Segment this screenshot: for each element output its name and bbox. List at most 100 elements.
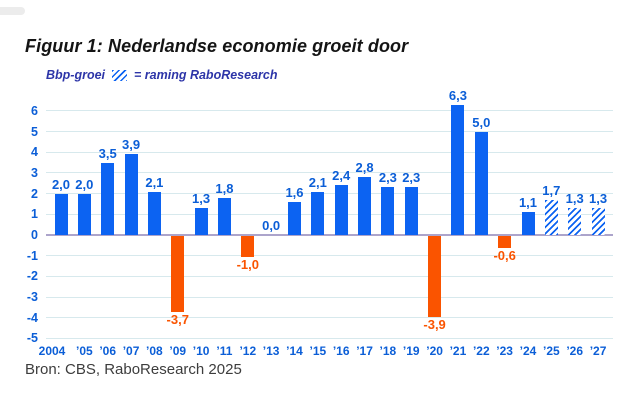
x-axis-label: ’19 bbox=[402, 344, 420, 358]
hatched-square-icon bbox=[112, 69, 128, 81]
bar-12 bbox=[241, 236, 255, 257]
x-axis-label: ’08 bbox=[146, 344, 163, 358]
bar-value-label: 2,1 bbox=[145, 174, 164, 190]
bar-value-label: 3,9 bbox=[122, 137, 141, 153]
y-axis-tick-label: -1 bbox=[26, 248, 38, 263]
bar-value-label: 2,4 bbox=[332, 168, 351, 184]
y-axis-tick-label: -3 bbox=[26, 290, 38, 304]
bar-11 bbox=[217, 197, 231, 235]
x-axis-label: ’10 bbox=[192, 344, 210, 358]
bar-15 bbox=[311, 191, 325, 235]
bar-value-label: 2,1 bbox=[308, 174, 327, 190]
bar-value-label: 2,0 bbox=[51, 176, 71, 192]
zero-axis-line bbox=[46, 234, 613, 236]
y-axis-tick-label: 3 bbox=[31, 165, 38, 180]
bar-value-label: 3,5 bbox=[98, 145, 117, 161]
window-corner-artifact bbox=[0, 7, 25, 15]
y-axis-tick-label: 0 bbox=[31, 228, 38, 242]
bar-05 bbox=[77, 193, 91, 235]
y-axis-tick-label: 5 bbox=[31, 124, 38, 139]
y-axis-tick-label: 4 bbox=[31, 145, 38, 160]
bar-09 bbox=[171, 236, 185, 313]
bar-value-label: 5,0 bbox=[472, 114, 491, 130]
bar-10 bbox=[194, 208, 208, 235]
bar-2004 bbox=[54, 193, 68, 235]
bar-20 bbox=[428, 236, 442, 317]
x-axis-label: ’22 bbox=[472, 344, 490, 358]
x-axis-label: ’20 bbox=[426, 344, 443, 358]
bar-25 bbox=[544, 199, 558, 235]
x-axis-label: ’23 bbox=[496, 344, 513, 358]
x-axis-label: ’18 bbox=[379, 344, 397, 358]
x-axis-label: ’13 bbox=[262, 344, 280, 358]
y-axis-tick-label: 1 bbox=[31, 207, 38, 222]
x-axis-label: ’26 bbox=[566, 344, 584, 358]
x-axis-label: ’05 bbox=[76, 344, 93, 358]
bar-value-label: -3,7 bbox=[166, 312, 189, 328]
bar-19 bbox=[404, 187, 418, 235]
x-axis-label: ’21 bbox=[449, 344, 467, 358]
x-axis-label: ’15 bbox=[309, 344, 327, 358]
bar-18 bbox=[381, 187, 395, 235]
bar-value-label: -1,0 bbox=[236, 256, 259, 272]
x-axis-label: ’27 bbox=[589, 344, 607, 358]
bar-value-label: -3,9 bbox=[423, 316, 446, 332]
source-attribution: Bron: CBS, RaboResearch 2025 bbox=[25, 361, 242, 378]
bar-value-label: 1,1 bbox=[518, 195, 538, 211]
x-axis-label: ’16 bbox=[332, 344, 350, 358]
legend-series-label: Bbp-groei bbox=[46, 68, 106, 82]
bar-value-label: 1,7 bbox=[542, 182, 561, 198]
bar-08 bbox=[147, 191, 161, 235]
bar-07 bbox=[124, 154, 138, 235]
y-axis-tick-label: -5 bbox=[26, 331, 38, 346]
bar-value-label: 0,0 bbox=[262, 218, 281, 233]
gridline bbox=[46, 110, 613, 112]
x-axis-label: ’24 bbox=[519, 344, 537, 358]
x-axis-label: ’06 bbox=[99, 344, 117, 358]
bar-value-label: -0,6 bbox=[493, 248, 516, 264]
x-axis-label: ’12 bbox=[239, 344, 257, 358]
bar-21 bbox=[451, 104, 465, 235]
bar-value-label: 1,8 bbox=[215, 180, 234, 196]
bar-value-label: 1,3 bbox=[589, 191, 608, 207]
bar-14 bbox=[288, 201, 301, 235]
bar-value-label: 1,6 bbox=[285, 184, 304, 200]
chart-title: Figuur 1: Nederlandse economie groeit do… bbox=[25, 36, 409, 56]
gridline bbox=[46, 131, 613, 133]
x-axis-label: ’17 bbox=[356, 344, 373, 358]
bar-23 bbox=[498, 236, 512, 249]
legend-forecast-label: = raming RaboResearch bbox=[134, 68, 278, 82]
chart-legend: Bbp-groei = raming RaboResearch bbox=[46, 68, 278, 82]
gridline bbox=[46, 296, 613, 298]
y-axis-tick-label: -2 bbox=[26, 269, 38, 284]
bar-26 bbox=[568, 208, 582, 235]
bar-22 bbox=[474, 131, 488, 235]
bar-27 bbox=[591, 208, 605, 235]
x-axis-label: ’07 bbox=[122, 344, 140, 358]
gridline bbox=[46, 337, 613, 339]
gridline bbox=[46, 193, 613, 195]
x-axis-label: ’25 bbox=[543, 344, 560, 358]
x-axis-label: ’14 bbox=[286, 344, 303, 358]
bar-16 bbox=[334, 185, 348, 235]
bar-value-label: 2,0 bbox=[75, 176, 94, 192]
y-axis-tick-label: 2 bbox=[31, 186, 38, 201]
gridline bbox=[46, 317, 613, 319]
gridline bbox=[46, 255, 613, 257]
gridline bbox=[46, 213, 613, 215]
x-axis-label: ’11 bbox=[216, 344, 233, 358]
bar-17 bbox=[358, 177, 372, 235]
bar-value-label: 2,3 bbox=[402, 170, 421, 186]
bar-06 bbox=[101, 162, 115, 235]
gridline bbox=[46, 151, 613, 153]
bar-value-label: 1,3 bbox=[565, 191, 584, 207]
gridline bbox=[46, 172, 613, 174]
bar-value-label: 6,3 bbox=[448, 87, 467, 103]
bar-value-label: 1,3 bbox=[192, 191, 211, 207]
bar-value-label: 2,3 bbox=[378, 170, 397, 186]
gridline bbox=[46, 275, 613, 277]
bar-24 bbox=[521, 212, 535, 235]
y-axis-tick-label: 6 bbox=[31, 103, 38, 118]
bar-value-label: 2,8 bbox=[355, 160, 374, 176]
